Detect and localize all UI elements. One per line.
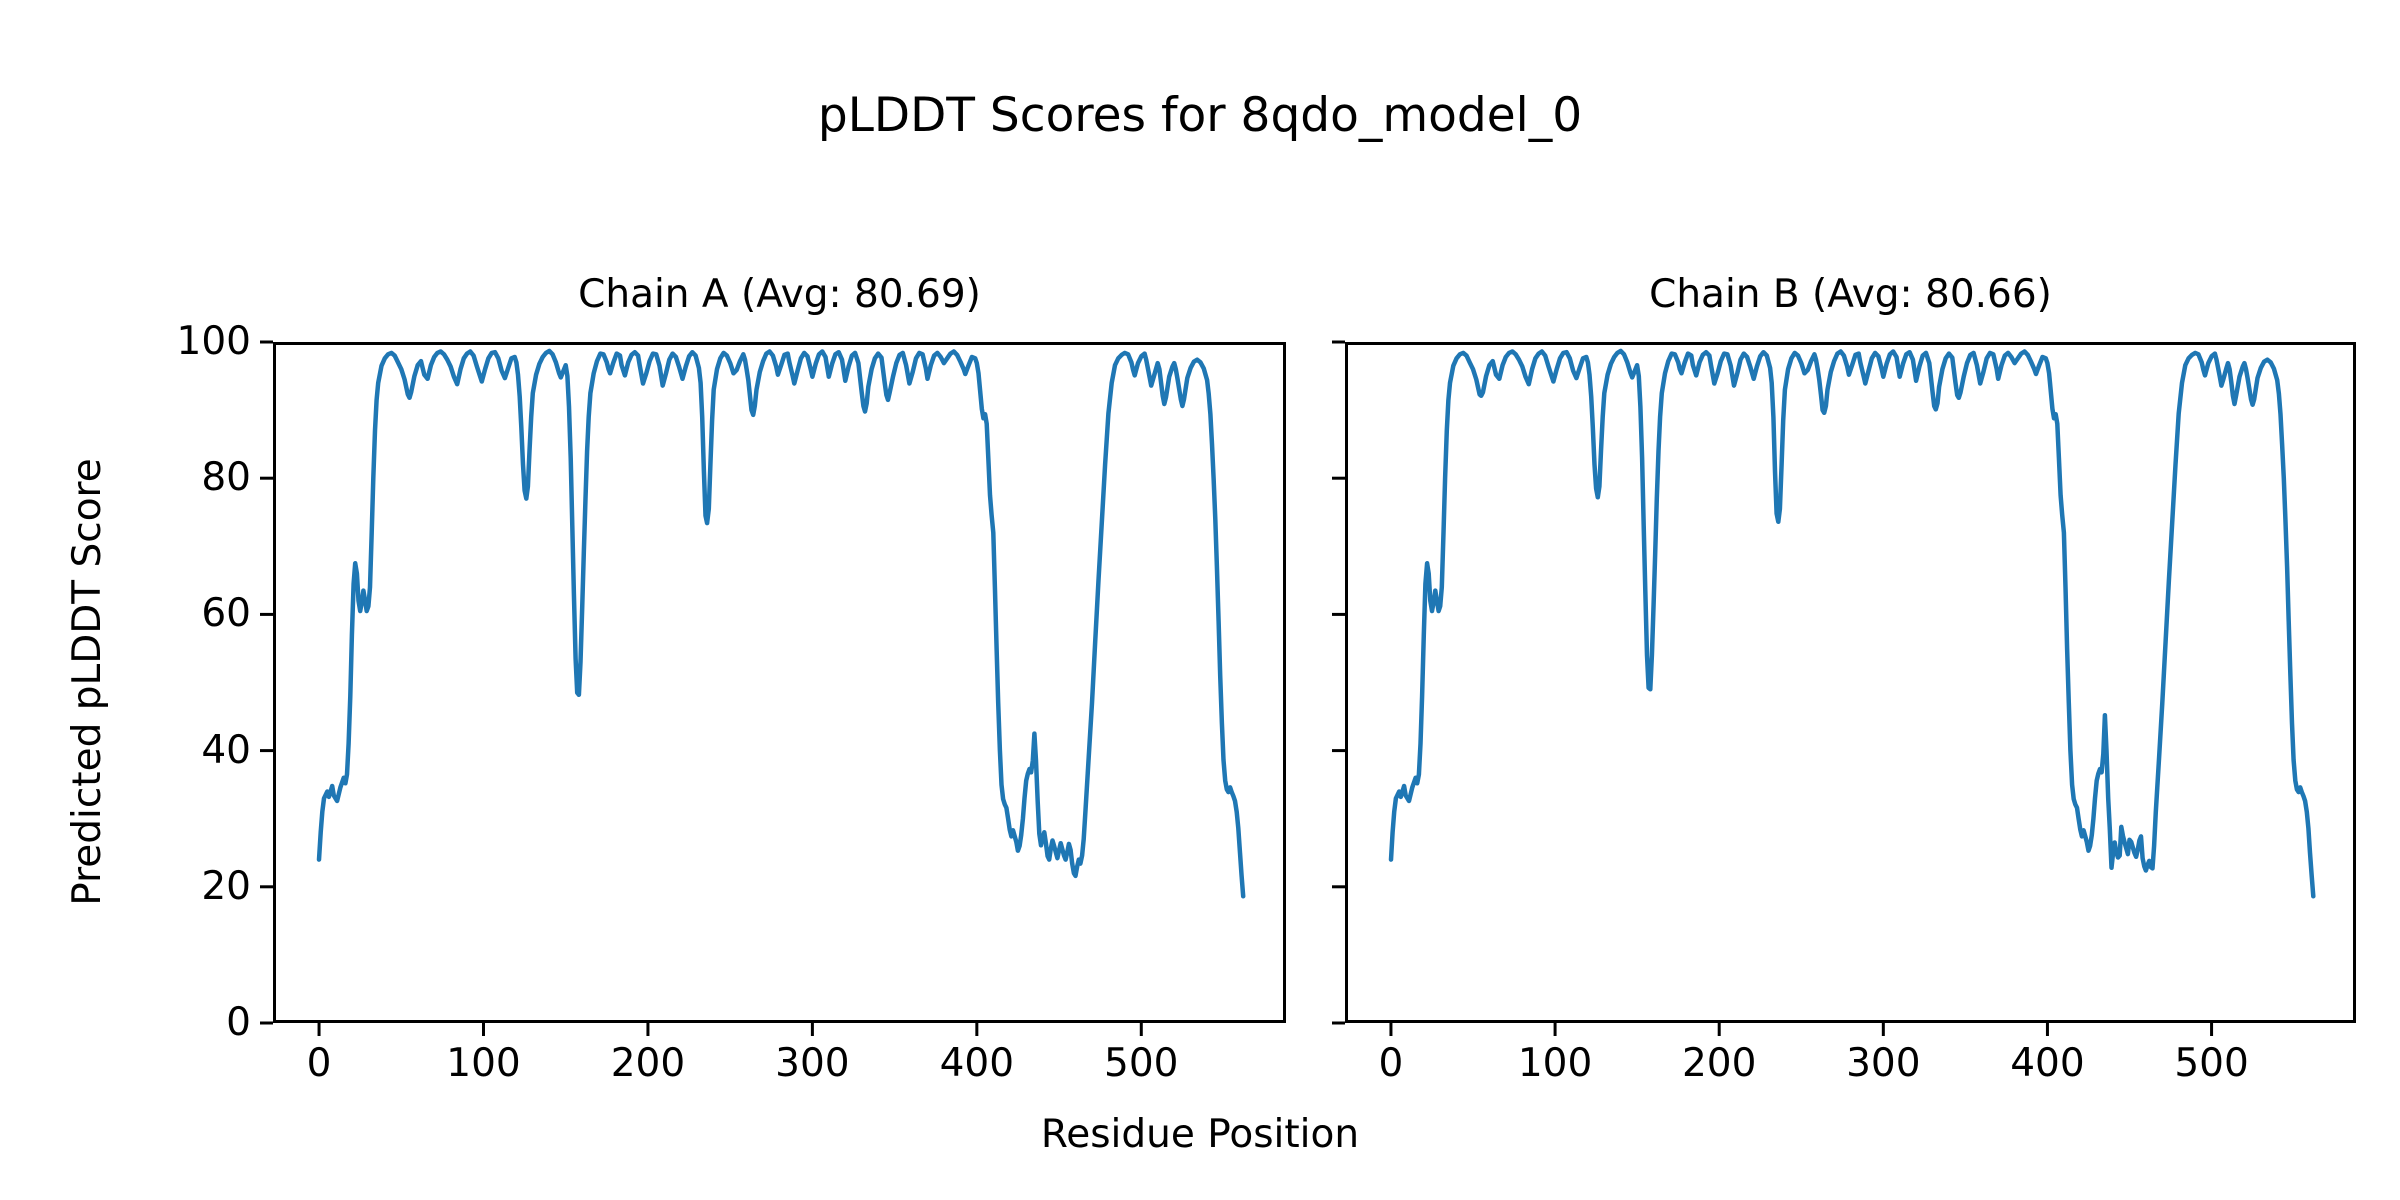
y-tick-label: 40 (201, 727, 251, 773)
x-tick-label: 200 (1681, 1041, 1757, 1086)
y-tick-label: 20 (201, 863, 251, 909)
x-tick-label: 300 (775, 1041, 850, 1086)
figure-title: pLDDT Scores for 8qdo_model_0 (817, 88, 1583, 143)
x-tick-label: 400 (2010, 1041, 2085, 1086)
x-axis-label: Residue Position (1040, 1112, 1360, 1157)
x-tick-label: 200 (610, 1041, 686, 1086)
y-axis-label: Predicted pLDDT Score (65, 458, 110, 906)
x-tick-label: 500 (1104, 1041, 1179, 1086)
chain-b-subplot-title: Chain B (Avg: 80.66) (1649, 272, 2052, 317)
y-tick-label: 100 (176, 319, 251, 364)
x-tick-label: 500 (2174, 1041, 2249, 1086)
plddt-line-chain-b (1388, 348, 2316, 899)
plddt-line-chain-a (316, 348, 1246, 899)
axes-border (1345, 342, 2356, 1023)
x-tick-label: 400 (939, 1041, 1015, 1086)
chain-a-axes (260, 340, 1286, 1036)
y-tick-label: 60 (201, 591, 251, 637)
chain-a-subplot-title: Chain A (Avg: 80.69) (578, 272, 981, 317)
x-tick-label: 0 (306, 1041, 332, 1086)
x-tick-label: 300 (1846, 1041, 1921, 1086)
x-tick-label: 100 (1517, 1041, 1593, 1086)
x-tick-label: 0 (1378, 1041, 1404, 1086)
axes-border (273, 342, 1286, 1023)
chain-b-plot-svg (1332, 340, 2356, 1036)
x-tick-label: 100 (446, 1041, 521, 1086)
y-tick-label: 80 (201, 455, 251, 501)
chain-a-plot-svg (260, 340, 1286, 1036)
y-tick-label: 0 (226, 1000, 251, 1045)
chain-b-axes (1332, 340, 2356, 1036)
